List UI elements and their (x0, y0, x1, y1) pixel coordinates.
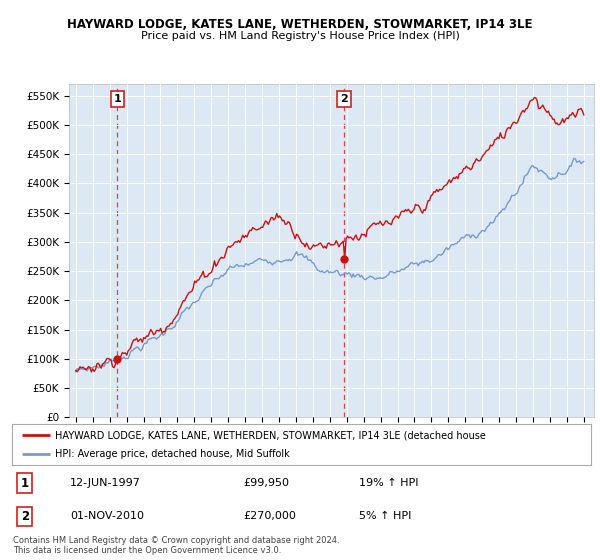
Text: 2: 2 (20, 510, 29, 523)
Text: 01-NOV-2010: 01-NOV-2010 (70, 511, 144, 521)
Text: 19% ↑ HPI: 19% ↑ HPI (359, 478, 419, 488)
Text: 2: 2 (340, 94, 348, 104)
Text: 12-JUN-1997: 12-JUN-1997 (70, 478, 141, 488)
Text: HAYWARD LODGE, KATES LANE, WETHERDEN, STOWMARKET, IP14 3LE: HAYWARD LODGE, KATES LANE, WETHERDEN, ST… (67, 18, 533, 31)
Text: HPI: Average price, detached house, Mid Suffolk: HPI: Average price, detached house, Mid … (55, 449, 290, 459)
Text: Price paid vs. HM Land Registry's House Price Index (HPI): Price paid vs. HM Land Registry's House … (140, 31, 460, 41)
Text: 1: 1 (113, 94, 121, 104)
Text: 1: 1 (20, 477, 29, 489)
Text: Contains HM Land Registry data © Crown copyright and database right 2024.
This d: Contains HM Land Registry data © Crown c… (13, 536, 340, 556)
Text: 5% ↑ HPI: 5% ↑ HPI (359, 511, 412, 521)
Text: £99,950: £99,950 (244, 478, 290, 488)
Text: £270,000: £270,000 (244, 511, 296, 521)
Text: HAYWARD LODGE, KATES LANE, WETHERDEN, STOWMARKET, IP14 3LE (detached house: HAYWARD LODGE, KATES LANE, WETHERDEN, ST… (55, 431, 487, 440)
